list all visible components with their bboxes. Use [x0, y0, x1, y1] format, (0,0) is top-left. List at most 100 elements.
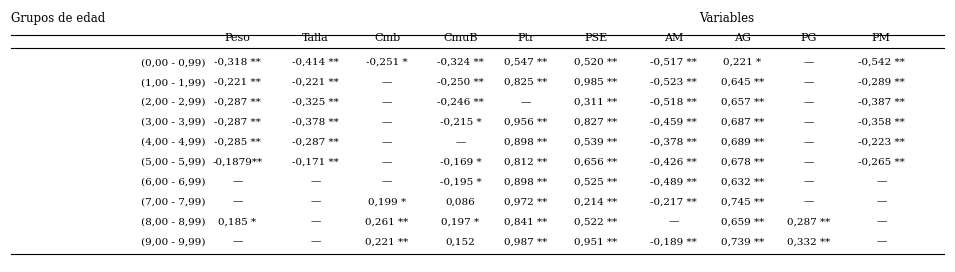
- Text: (6,00 - 6,99): (6,00 - 6,99): [141, 178, 206, 187]
- Text: 0,199 *: 0,199 *: [368, 197, 406, 206]
- Text: -0,169 *: -0,169 *: [439, 158, 481, 167]
- Text: -0,378 **: -0,378 **: [292, 118, 339, 127]
- Text: 0,185 *: 0,185 *: [219, 218, 257, 227]
- Text: 0,221 *: 0,221 *: [723, 58, 761, 67]
- Text: 0,825 **: 0,825 **: [504, 78, 547, 87]
- Text: 0,687 **: 0,687 **: [721, 118, 764, 127]
- Text: -0,542 **: -0,542 **: [858, 58, 904, 67]
- Text: -0,289 **: -0,289 **: [858, 78, 904, 87]
- Text: -0,1879**: -0,1879**: [212, 158, 263, 167]
- Text: 0,898 **: 0,898 **: [504, 178, 547, 187]
- Text: —: —: [310, 178, 321, 187]
- Text: 0,678 **: 0,678 **: [721, 158, 764, 167]
- Text: —: —: [804, 118, 814, 127]
- Text: 0,956 **: 0,956 **: [504, 118, 547, 127]
- Text: —: —: [310, 218, 321, 227]
- Text: 0,311 **: 0,311 **: [574, 98, 617, 107]
- Text: -0,251 *: -0,251 *: [366, 58, 408, 67]
- Text: -0,195 *: -0,195 *: [439, 178, 481, 187]
- Text: -0,221 **: -0,221 **: [292, 78, 339, 87]
- Text: —: —: [382, 178, 393, 187]
- Text: -0,518 **: -0,518 **: [650, 98, 697, 107]
- Text: 0,287 **: 0,287 **: [787, 218, 831, 227]
- Text: (3,00 - 3,99): (3,00 - 3,99): [141, 118, 206, 127]
- Text: (1,00 - 1,99): (1,00 - 1,99): [141, 78, 206, 87]
- Text: 0,221 **: 0,221 **: [366, 237, 409, 246]
- Text: 0,951 **: 0,951 **: [574, 237, 617, 246]
- Text: —: —: [876, 197, 886, 206]
- Text: —: —: [232, 197, 243, 206]
- Text: 0,152: 0,152: [445, 237, 476, 246]
- Text: PG: PG: [800, 33, 817, 43]
- Text: —: —: [804, 58, 814, 67]
- Text: Peso: Peso: [224, 33, 250, 43]
- Text: —: —: [232, 178, 243, 187]
- Text: 0,972 **: 0,972 **: [504, 197, 547, 206]
- Text: (2,00 - 2,99): (2,00 - 2,99): [141, 98, 206, 107]
- Text: AG: AG: [733, 33, 751, 43]
- Text: 0,645 **: 0,645 **: [721, 78, 764, 87]
- Text: -0,223 **: -0,223 **: [858, 138, 904, 147]
- Text: -0,246 **: -0,246 **: [437, 98, 484, 107]
- Text: 0,522 **: 0,522 **: [574, 218, 617, 227]
- Text: -0,325 **: -0,325 **: [292, 98, 339, 107]
- Text: -0,250 **: -0,250 **: [437, 78, 484, 87]
- Text: 0,987 **: 0,987 **: [504, 237, 547, 246]
- Text: -0,287 **: -0,287 **: [292, 138, 339, 147]
- Text: CmuB: CmuB: [443, 33, 478, 43]
- Text: 0,547 **: 0,547 **: [504, 58, 547, 67]
- Text: 0,745 **: 0,745 **: [721, 197, 764, 206]
- Text: -0,426 **: -0,426 **: [650, 158, 697, 167]
- Text: (5,00 - 5,99): (5,00 - 5,99): [141, 158, 206, 167]
- Text: -0,517 **: -0,517 **: [650, 58, 697, 67]
- Text: Grupos de edad: Grupos de edad: [11, 12, 105, 25]
- Text: —: —: [310, 237, 321, 246]
- Text: —: —: [382, 78, 393, 87]
- Text: —: —: [804, 138, 814, 147]
- Text: (4,00 - 4,99): (4,00 - 4,99): [141, 138, 206, 147]
- Text: (8,00 - 8,99): (8,00 - 8,99): [141, 218, 206, 227]
- Text: 0,214 **: 0,214 **: [574, 197, 617, 206]
- Text: (9,00 - 9,99): (9,00 - 9,99): [141, 237, 206, 246]
- Text: —: —: [382, 118, 393, 127]
- Text: 0,739 **: 0,739 **: [721, 237, 764, 246]
- Text: -0,489 **: -0,489 **: [650, 178, 697, 187]
- Text: -0,287 **: -0,287 **: [214, 98, 261, 107]
- Text: 0,812 **: 0,812 **: [504, 158, 547, 167]
- Text: 0,898 **: 0,898 **: [504, 138, 547, 147]
- Text: 0,332 **: 0,332 **: [787, 237, 831, 246]
- Text: 0,632 **: 0,632 **: [721, 178, 764, 187]
- Text: -0,215 *: -0,215 *: [439, 118, 481, 127]
- Text: —: —: [310, 197, 321, 206]
- Text: —: —: [804, 78, 814, 87]
- Text: -0,387 **: -0,387 **: [858, 98, 904, 107]
- Text: (0,00 - 0,99): (0,00 - 0,99): [141, 58, 206, 67]
- Text: PM: PM: [872, 33, 891, 43]
- Text: Variables: Variables: [699, 12, 754, 25]
- Text: —: —: [456, 138, 465, 147]
- Text: -0,318 **: -0,318 **: [214, 58, 261, 67]
- Text: 0,657 **: 0,657 **: [721, 98, 764, 107]
- Text: —: —: [668, 218, 679, 227]
- Text: 0,689 **: 0,689 **: [721, 138, 764, 147]
- Text: 0,841 **: 0,841 **: [504, 218, 547, 227]
- Text: 0,520 **: 0,520 **: [574, 58, 617, 67]
- Text: 0,086: 0,086: [445, 197, 476, 206]
- Text: 0,525 **: 0,525 **: [574, 178, 617, 187]
- Text: -0,287 **: -0,287 **: [214, 118, 261, 127]
- Text: -0,324 **: -0,324 **: [437, 58, 484, 67]
- Text: -0,221 **: -0,221 **: [214, 78, 261, 87]
- Text: 0,197 *: 0,197 *: [441, 218, 479, 227]
- Text: AM: AM: [664, 33, 684, 43]
- Text: 0,261 **: 0,261 **: [366, 218, 409, 227]
- Text: -0,523 **: -0,523 **: [650, 78, 697, 87]
- Text: —: —: [382, 138, 393, 147]
- Text: —: —: [804, 197, 814, 206]
- Text: 0,539 **: 0,539 **: [574, 138, 617, 147]
- Text: 0,659 **: 0,659 **: [721, 218, 764, 227]
- Text: -0,378 **: -0,378 **: [650, 138, 697, 147]
- Text: —: —: [804, 178, 814, 187]
- Text: —: —: [520, 98, 531, 107]
- Text: -0,358 **: -0,358 **: [858, 118, 904, 127]
- Text: —: —: [876, 237, 886, 246]
